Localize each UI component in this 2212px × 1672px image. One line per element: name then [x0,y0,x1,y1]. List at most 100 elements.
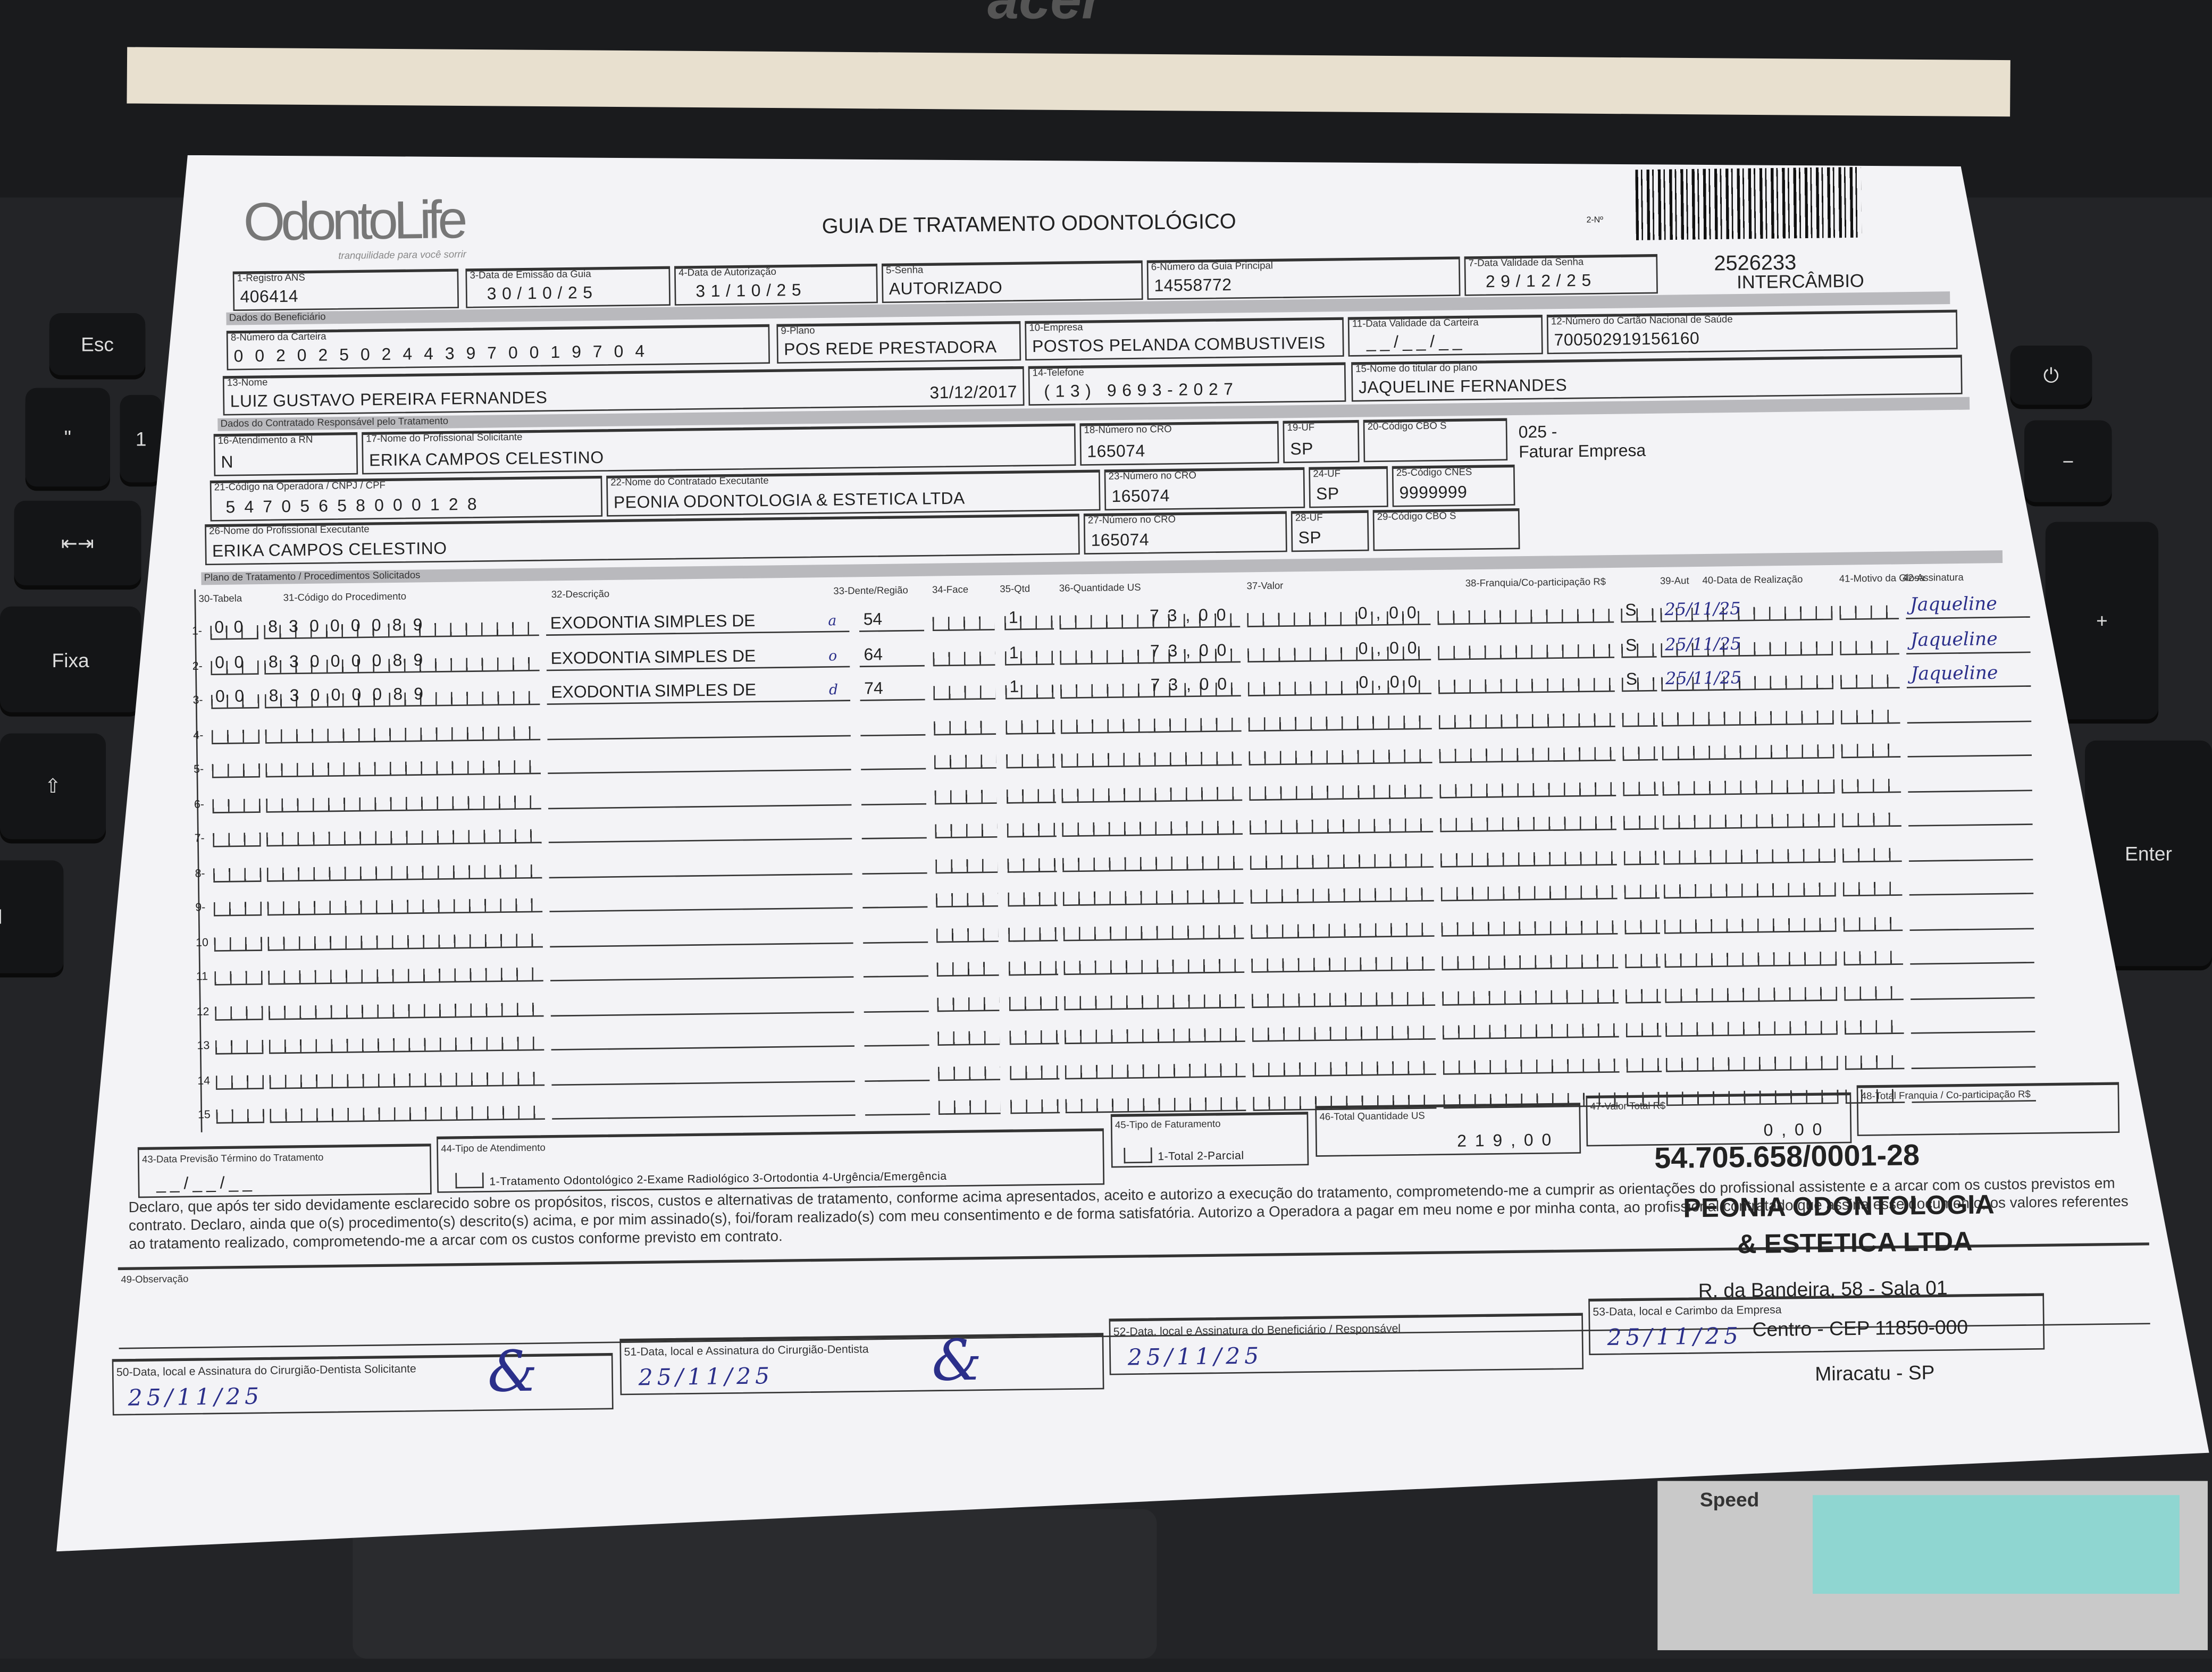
input-boxes [1252,1026,1436,1042]
label: 12-Número do Cartão Nacional de Saúde [1551,315,1733,327]
label: 25-Código CNES [1396,468,1472,479]
input-boxes [1623,815,1659,830]
input-boxes [267,932,543,951]
stamp-cnpj: 54.705.658/0001-28 [1654,1139,1920,1175]
input-boxes [1061,751,1242,768]
checkbox[interactable] [455,1172,484,1189]
input-boxes [1911,1053,2036,1069]
input-boxes [1441,919,1618,936]
label: 52-Data, local e Assinatura do Beneficiá… [1113,1322,1401,1339]
input-boxes [1063,959,1245,976]
column-header: 38-Franquia/Co-participação R$ [1465,577,1606,590]
label: 50-Data, local e Assinatura do Cirurgião… [116,1362,416,1379]
row-number: 15 [198,1108,211,1121]
cell-dente: 64 [864,643,883,664]
logo-tagline: tranquilidade para você sorrir [338,250,466,262]
label: 5-Senha [885,266,924,276]
input-boxes [1442,1023,1619,1040]
input-boxes [936,962,999,977]
input-boxes [1252,1060,1436,1077]
input-boxes [266,863,542,881]
value: 165074 [1091,530,1150,550]
handwritten-date: 25/11/25 [128,1382,264,1411]
cell-codigo: 83000089 [269,684,435,706]
input-boxes [1665,986,1838,1003]
input-boxes [1908,845,2033,861]
input-boxes [1842,812,1901,828]
label: 13-Nome [227,378,268,389]
key-fixa: Fixa [0,606,141,712]
input-boxes [1007,857,1057,872]
input-boxes [213,867,262,882]
input-boxes [1626,1057,1662,1072]
input-boxes [1442,988,1619,1005]
label: 9-Plano [781,326,815,337]
field-tipo-atendimento: 44-Tipo de Atendimento 1-Tratamento Odont… [437,1128,1105,1193]
label: 3-Data de Emissão da Guia [470,270,591,282]
input-boxes [216,1108,265,1124]
input-boxes [1844,985,1904,1001]
input-boxes [1662,744,1834,761]
field-codigo-operadora: 21-Código na Operadora / CNPJ / CPF 54705… [210,475,603,522]
input-boxes [1438,643,1615,660]
input-boxes [934,720,996,735]
field-profissional-solicitante: 17-Nome do Profissional Solicitante ERIKA… [362,423,1076,475]
input-boxes [1844,951,1904,966]
tooth-mark: o [828,648,837,665]
label: 18-Número no CRO [1084,425,1172,436]
page-title: GUIA DE TRATAMENTO ODONTOLÓGICO [822,209,1236,239]
input-boxes [215,1005,263,1020]
input-boxes [1010,1099,1060,1114]
input-boxes [213,832,261,847]
row-number: 6- [194,797,205,810]
trackpad [353,1509,1157,1659]
birth-date: 31/12/2017 [929,382,1018,403]
field-numero-carteira: 8-Número da Carteira 00202502443970019704 [226,324,770,371]
value: ERIKA CAMPOS CELESTINO [368,447,604,470]
label: 45-Tipo de Faturamento [1115,1120,1221,1131]
input-boxes [1006,753,1056,769]
input-boxes [1840,640,1899,655]
field-titular: 15-Nome do titular do plano JAQUELINE FER… [1351,355,1963,402]
cell-assinatura: Jaqueline [1909,594,1998,617]
value: 165074 [1087,441,1146,461]
field-plano: 9-Plano POS REDE PRESTADORA [776,321,1021,364]
row-number: 1- [191,624,203,637]
input-boxes [265,760,541,778]
field-nome: 13-Nome LUIZ GUSTAVO PEREIRA FERNANDES 31/… [222,366,1025,416]
cell-data: 25/11/25 [1665,668,1742,688]
cell-aut: S [1624,600,1637,620]
field-total-qtd-us: 46-Total Quantidade US 219,00 [1315,1103,1581,1157]
field-2-label: 2-Nº [1586,216,1604,225]
field-atendimento-rn: 16-Atendimento a RN N [213,432,358,476]
field-uf-24: 24-UF SP [1309,466,1388,508]
cell-descricao: EXODONTIA SIMPLES DE [550,645,756,668]
options: 1-Tratamento Odontológico 2-Exame Radiol… [489,1170,947,1188]
field-cnes: 25-Código CNES 9999999 [1392,464,1515,507]
column-header: 33-Dente/Região [833,586,908,598]
cell-qtd: 1 [1009,676,1019,696]
row-number: 4- [193,728,204,741]
label: 23-Número no CRO [1108,471,1196,483]
input-boxes [1437,608,1614,625]
field-cro-23: 23-Número no CRO 165074 [1104,467,1305,511]
label: 47-Valor Total R$ [1590,1102,1666,1113]
field-registro-ans: 1-Registro ANS 406414 [232,268,459,311]
input-boxes [549,929,853,947]
key-tab: ⇤⇥ [14,500,141,585]
input-boxes [1062,855,1243,872]
input-boxes [1623,780,1658,796]
checkbox[interactable] [1124,1147,1152,1164]
value: 00202502443970019704 [233,341,657,366]
handwritten-date: 25/11/25 [1127,1342,1263,1371]
key-esc: Esc [49,313,146,375]
value: 30/10/25 [487,282,598,304]
row-number: 11 [196,970,208,983]
input-boxes [1006,719,1055,734]
field-empresa: 10-Empresa POSTOS PELANDA COMBUSTIVEIS [1025,317,1344,361]
label: 46-Total Quantidade US [1319,1112,1425,1123]
value: 165074 [1111,485,1170,507]
row-number: 3- [192,693,203,707]
input-boxes [1008,961,1059,976]
cell-codigo: 83000089 [267,615,434,637]
